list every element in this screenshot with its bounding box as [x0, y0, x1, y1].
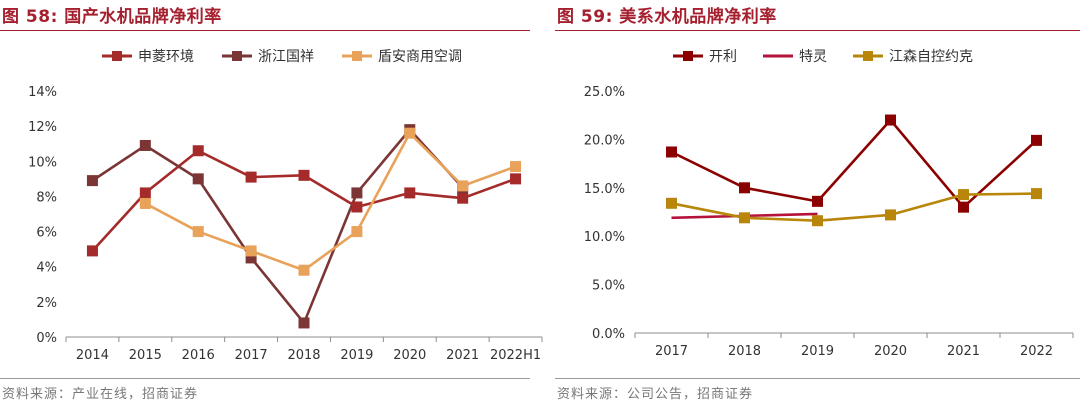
left-series-2-point-2 — [192, 226, 204, 238]
left-x-tick-label-4: 2018 — [287, 348, 320, 363]
left-x-tick-label-2: 2016 — [182, 348, 215, 363]
left-x-tick-label-6: 2020 — [393, 348, 426, 363]
right-series-0-point-1 — [739, 182, 750, 194]
right-legend-marker-0 — [683, 51, 693, 61]
right-series-0-point-4 — [958, 201, 969, 213]
right-title-rule — [555, 30, 1080, 31]
left-series-0-point-3 — [245, 171, 257, 183]
left-legend-marker-2 — [352, 51, 362, 61]
left-source-rule — [0, 378, 530, 379]
right-legend-label-1: 特灵 — [799, 49, 827, 65]
right-y-tick-label-5: 25.0% — [584, 85, 625, 100]
right-source-rule — [555, 378, 1080, 379]
left-series-1-point-3 — [245, 252, 257, 264]
left-series-1-point-2 — [192, 173, 204, 185]
right-x-tick-label-3: 2020 — [874, 344, 907, 359]
left-legend-marker-0 — [112, 51, 122, 61]
left-series-0-point-0 — [86, 245, 98, 257]
left-series-2-point-4 — [298, 264, 310, 276]
right-series-2-point-0 — [666, 197, 677, 209]
left-series-2-point-3 — [245, 245, 257, 257]
left-series-1-point-5 — [351, 187, 363, 199]
left-series-0-point-8 — [510, 173, 522, 185]
right-y-tick-label-1: 5.0% — [592, 279, 625, 294]
left-series-0-point-7 — [457, 192, 469, 204]
right-series-2-point-3 — [885, 209, 896, 221]
left-series-2-point-5 — [351, 226, 363, 238]
left-legend-marker-1 — [232, 51, 242, 61]
right-chart-title: 图 59: 美系水机品牌净利率 — [557, 7, 777, 27]
left-y-tick-label-1: 2% — [36, 296, 57, 311]
right-y-tick-label-3: 15.0% — [584, 182, 625, 197]
right-x-tick-label-2: 2019 — [801, 344, 834, 359]
right-series-0-point-3 — [885, 114, 896, 126]
right-series-2-point-1 — [739, 212, 750, 224]
right-y-tick-label-4: 20.0% — [584, 133, 625, 148]
left-y-tick-label-2: 4% — [36, 261, 57, 276]
left-y-tick-label-5: 10% — [28, 155, 57, 170]
right-series-2-point-4 — [958, 189, 969, 201]
left-y-tick-label-4: 8% — [36, 190, 57, 205]
right-x-tick-label-4: 2021 — [947, 344, 980, 359]
left-y-tick-label-6: 12% — [28, 120, 57, 135]
right-x-tick-label-1: 2018 — [728, 344, 761, 359]
left-series-2-point-6 — [404, 127, 416, 139]
right-series-0-line-0 — [670, 118, 1038, 209]
left-y-tick-label-7: 14% — [28, 85, 57, 100]
left-x-tick-label-7: 2021 — [446, 348, 479, 363]
right-series-2-line-0 — [671, 192, 1037, 223]
right-series-0-point-0 — [666, 146, 677, 158]
right-chart-panel: 图 59: 美系水机品牌净利率 开利 特灵 江森自控约克 2017 2018 2019 20… — [555, 0, 1080, 404]
left-x-tick-label-3: 2017 — [235, 348, 268, 363]
left-title-rule — [0, 30, 530, 31]
left-series-1-line-0 — [91, 128, 464, 325]
right-y-tick-label-2: 10.0% — [584, 230, 625, 245]
left-series-0-point-1 — [139, 187, 151, 199]
left-y-tick-label-3: 6% — [36, 226, 57, 241]
left-y-tick-label-0: 0% — [36, 331, 57, 346]
right-y-tick-label-0: 0.0% — [592, 327, 625, 342]
right-series-0-point-5 — [1031, 134, 1042, 146]
right-x-tick-label-0: 2017 — [655, 344, 688, 359]
right-series-0-point-2 — [812, 195, 823, 207]
left-series-0-point-6 — [404, 187, 416, 199]
right-line-chart: 开利 特灵 江森自控约克 2017 2018 2019 2020 2021 2022 0.0% 5.… — [584, 49, 1074, 359]
left-source-note: 资料来源：产业在线，招商证券 — [2, 387, 199, 402]
right-series-2-point-5 — [1031, 188, 1042, 200]
left-series-2-point-7 — [457, 180, 469, 192]
right-source-note: 资料来源：公司公告，招商证券 — [557, 387, 754, 402]
left-series-0-point-5 — [351, 201, 363, 213]
left-series-1-point-4 — [298, 317, 310, 329]
left-series-0-point-2 — [192, 145, 204, 157]
right-legend-marker-2 — [863, 51, 873, 61]
left-x-tick-label-0: 2014 — [76, 348, 109, 363]
left-series-0-line-0 — [91, 149, 517, 252]
left-line-chart: 申菱环境 浙江国祥 盾安商用空调 2014 2015 2016 2017 2018 2019 20… — [28, 49, 543, 363]
left-legend-label-0: 申菱环境 — [138, 49, 194, 65]
right-legend-label-2: 江森自控约克 — [889, 49, 973, 65]
right-legend-label-0: 开利 — [709, 49, 737, 65]
left-x-tick-label-8: 2022H1 — [490, 348, 541, 363]
left-series-0-point-4 — [298, 169, 310, 181]
right-x-tick-label-5: 2022 — [1020, 344, 1053, 359]
left-x-tick-label-1: 2015 — [129, 348, 162, 363]
left-x-tick-label-5: 2019 — [340, 348, 373, 363]
left-chart-panel: 图 58: 国产水机品牌净利率 申菱环境 浙江国祥 盾安商用空调 2014 2015 20… — [0, 0, 543, 404]
left-series-1-point-1 — [139, 139, 151, 151]
left-series-2-line-0 — [144, 131, 517, 272]
left-series-2-point-1 — [139, 197, 151, 209]
right-series-2-point-2 — [812, 215, 823, 227]
left-series-2-point-8 — [510, 161, 522, 173]
left-legend-label-2: 盾安商用空调 — [378, 49, 462, 65]
left-legend-label-1: 浙江国祥 — [258, 49, 314, 65]
left-chart-title: 图 58: 国产水机品牌净利率 — [2, 7, 222, 27]
left-series-1-point-0 — [86, 175, 98, 187]
